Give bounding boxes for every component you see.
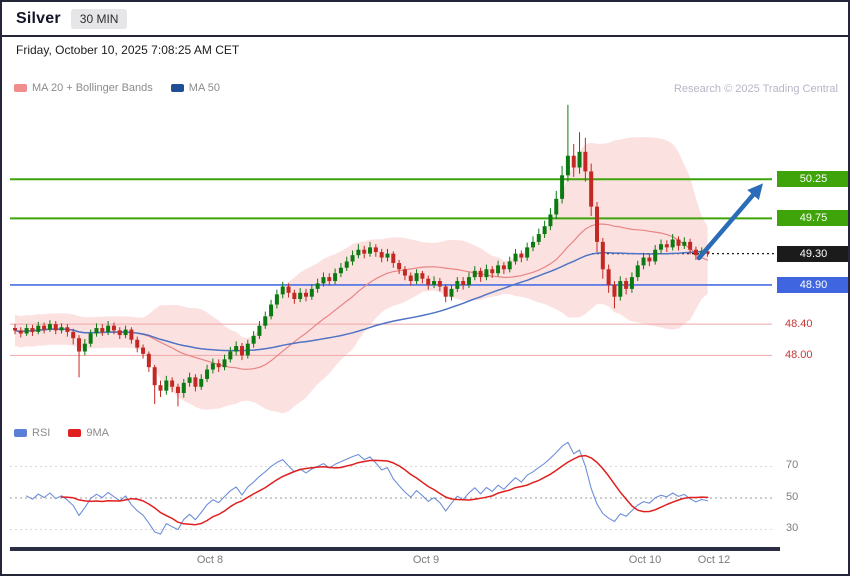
instrument-name: Silver — [16, 9, 61, 27]
legend-label-rsi: RSI — [32, 427, 51, 439]
legend-label-ma50: MA 50 — [188, 82, 220, 94]
legend-item-9ma: 9MA — [68, 427, 109, 439]
legend-main: MA 20 + Bollinger Bands MA 50 — [14, 82, 220, 94]
rsi-scale-label-30: 30 — [786, 522, 799, 534]
legend-item-rsi: RSI — [14, 427, 50, 439]
pivot-level-label-48-40: 48.40 — [785, 318, 813, 331]
rsi-scale-label-50: 50 — [786, 491, 799, 503]
timeframe-badge: 30 MIN — [70, 8, 128, 29]
x-axis-label-oct-9: Oct 9 — [412, 554, 440, 566]
pivot-level-label-48-00: 48.00 — [785, 349, 813, 362]
datetime-label: Friday, October 10, 2025 7:08:25 AM CET — [16, 43, 240, 57]
x-axis-label-oct-8: Oct 8 — [196, 554, 224, 566]
attribution-text: Research © 2025 Trading Central — [673, 83, 838, 95]
nine-ma-swatch-icon — [68, 429, 82, 438]
legend-label-9ma: 9MA — [86, 427, 109, 439]
resistance-level-label-49-75: 49.75 — [777, 210, 848, 227]
resistance-level-label-50-25: 50.25 — [777, 171, 848, 188]
ma20-bollinger-swatch-icon — [14, 84, 27, 93]
legend-lower: RSI 9MA — [14, 427, 109, 439]
last-price-label: 49.30 — [777, 245, 848, 262]
legend-item-ma20-bollinger: MA 20 + Bollinger Bands — [14, 82, 153, 94]
rsi-scale-label-70: 70 — [786, 459, 799, 471]
ma50-swatch-icon — [170, 84, 184, 93]
rsi-swatch-icon — [14, 429, 27, 438]
legend-label-ma20-bollinger: MA 20 + Bollinger Bands — [32, 82, 153, 94]
x-axis-label-oct-10: Oct 10 — [628, 554, 662, 566]
support-level-label-48-90: 48.90 — [777, 276, 848, 293]
x-axis-label-oct-12: Oct 12 — [697, 554, 731, 566]
chart-header: Silver 30 MIN — [2, 2, 848, 37]
legend-item-ma50: MA 50 — [170, 82, 220, 94]
